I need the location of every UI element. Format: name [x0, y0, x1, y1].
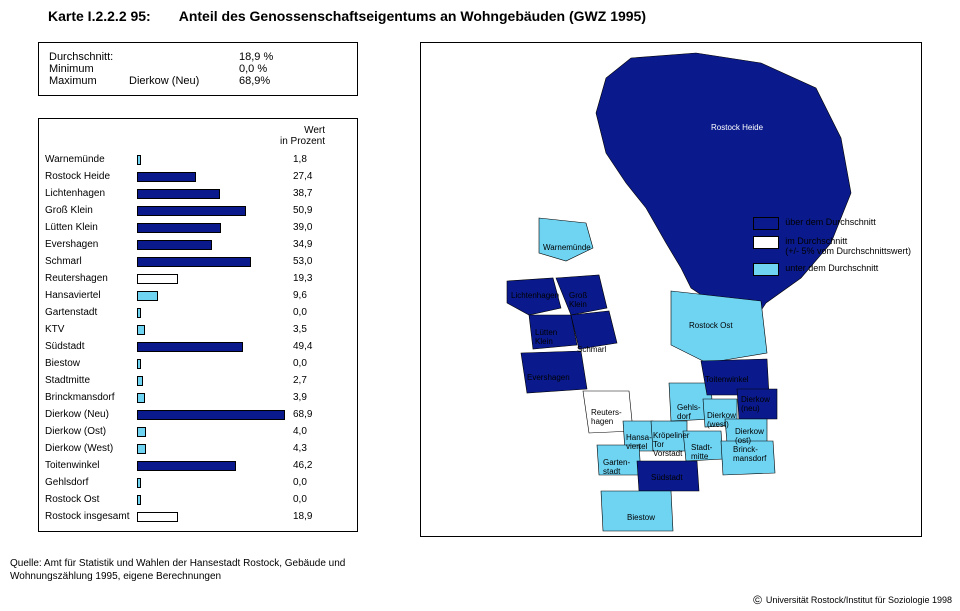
map-label: Dierkow (west): [707, 411, 736, 429]
chart-header-l1: Wert: [45, 125, 325, 136]
legend: über dem Durchschnitt im Durchschnitt (+/…: [753, 217, 911, 282]
map-label: Lichtenhagen: [511, 291, 559, 300]
map-label: Kröpeliner Tor Vorstadt: [653, 431, 689, 458]
chart-header: Wert in Prozent: [45, 125, 351, 147]
map-label: Brinck- mansdorf: [733, 445, 766, 463]
chart-row: Schmarl53,0: [45, 253, 351, 270]
chart-row: Brinckmansdorf3,9: [45, 389, 351, 406]
chart-row: Stadtmitte2,7: [45, 372, 351, 389]
map-label: Dierkow (ost): [735, 427, 764, 445]
chart-row: Toitenwinkel46,2: [45, 457, 351, 474]
map-label: Biestow: [627, 513, 655, 522]
chart-row: Groß Klein50,9: [45, 202, 351, 219]
title-text: Anteil des Genossenschaftseigentums an W…: [179, 8, 646, 24]
chart-row: Warnemünde1,8: [45, 151, 351, 168]
chart-row: Rostock Ost0,0: [45, 491, 351, 508]
map-label: Dierkow (neu): [741, 395, 770, 413]
map-label: Rostock Ost: [689, 321, 733, 330]
legend-row: unter dem Durchschnitt: [753, 263, 911, 276]
region-schmarl: [571, 311, 617, 349]
map-label: Gehls- dorf: [677, 403, 701, 421]
map-label: Reuters- hagen: [591, 408, 622, 426]
chart-row: Rostock insgesamt18,9: [45, 508, 351, 525]
map: Rostock Heide Warnemünde Lichtenhagen Groß…: [420, 42, 922, 537]
chart-row: Dierkow (Ost)4,0: [45, 423, 351, 440]
chart-row: Südstadt49,4: [45, 338, 351, 355]
bar-chart: Wert in Prozent Warnemünde1,8Rostock Hei…: [38, 118, 358, 532]
chart-row: Gehlsdorf0,0: [45, 474, 351, 491]
chart-row: Hansaviertel9,6: [45, 287, 351, 304]
map-label: Toitenwinkel: [705, 375, 749, 384]
map-label: Hansa- viertel: [626, 433, 652, 451]
map-label: Südstadt: [651, 473, 683, 482]
chart-row: KTV3,5: [45, 321, 351, 338]
map-label-heide: Rostock Heide: [711, 123, 763, 132]
map-label: Lütten Klein: [535, 328, 557, 346]
summary-row: Minimum0,0 %: [49, 63, 347, 75]
region-evershagen: [521, 351, 587, 393]
map-label: Schmarl: [577, 345, 606, 354]
chart-row: Evershagen34,9: [45, 236, 351, 253]
map-label: Warnemünde: [543, 243, 591, 252]
footer: © Universität Rostock/Institut für Sozio…: [753, 593, 952, 607]
region-biestow: [601, 491, 673, 531]
title: Karte I.2.2.2 95: Anteil des Genossensch…: [0, 0, 960, 42]
chart-header-l2: in Prozent: [45, 136, 325, 147]
summary-row: MaximumDierkow (Neu)68,9%: [49, 75, 347, 87]
summary-row: Durchschnitt:18,9 %: [49, 51, 347, 63]
chart-row: Biestow0,0: [45, 355, 351, 372]
region-warnemuende: [539, 218, 593, 261]
title-code: Karte I.2.2.2 95:: [48, 8, 151, 24]
chart-row: Gartenstadt0,0: [45, 304, 351, 321]
chart-row: Dierkow (Neu)68,9: [45, 406, 351, 423]
chart-row: Rostock Heide27,4: [45, 168, 351, 185]
map-label: Groß Klein: [569, 291, 587, 309]
chart-row: Lichtenhagen38,7: [45, 185, 351, 202]
chart-row: Reutershagen19,3: [45, 270, 351, 287]
map-label: Garten- stadt: [603, 458, 630, 476]
chart-row: Dierkow (West)4,3: [45, 440, 351, 457]
map-label: Stadt- mitte: [691, 443, 712, 461]
legend-row: im Durchschnitt (+/- 5% vom Durchschnitt…: [753, 236, 911, 257]
copyright-icon: ©: [753, 593, 762, 607]
map-label: Evershagen: [527, 373, 570, 382]
summary-box: Durchschnitt:18,9 %Minimum0,0 %MaximumDi…: [38, 42, 358, 96]
legend-row: über dem Durchschnitt: [753, 217, 911, 230]
source-note: Quelle: Amt für Statistik und Wahlen der…: [0, 544, 400, 583]
footer-text: Universität Rostock/Institut für Soziolo…: [766, 595, 952, 605]
chart-row: Lütten Klein39,0: [45, 219, 351, 236]
